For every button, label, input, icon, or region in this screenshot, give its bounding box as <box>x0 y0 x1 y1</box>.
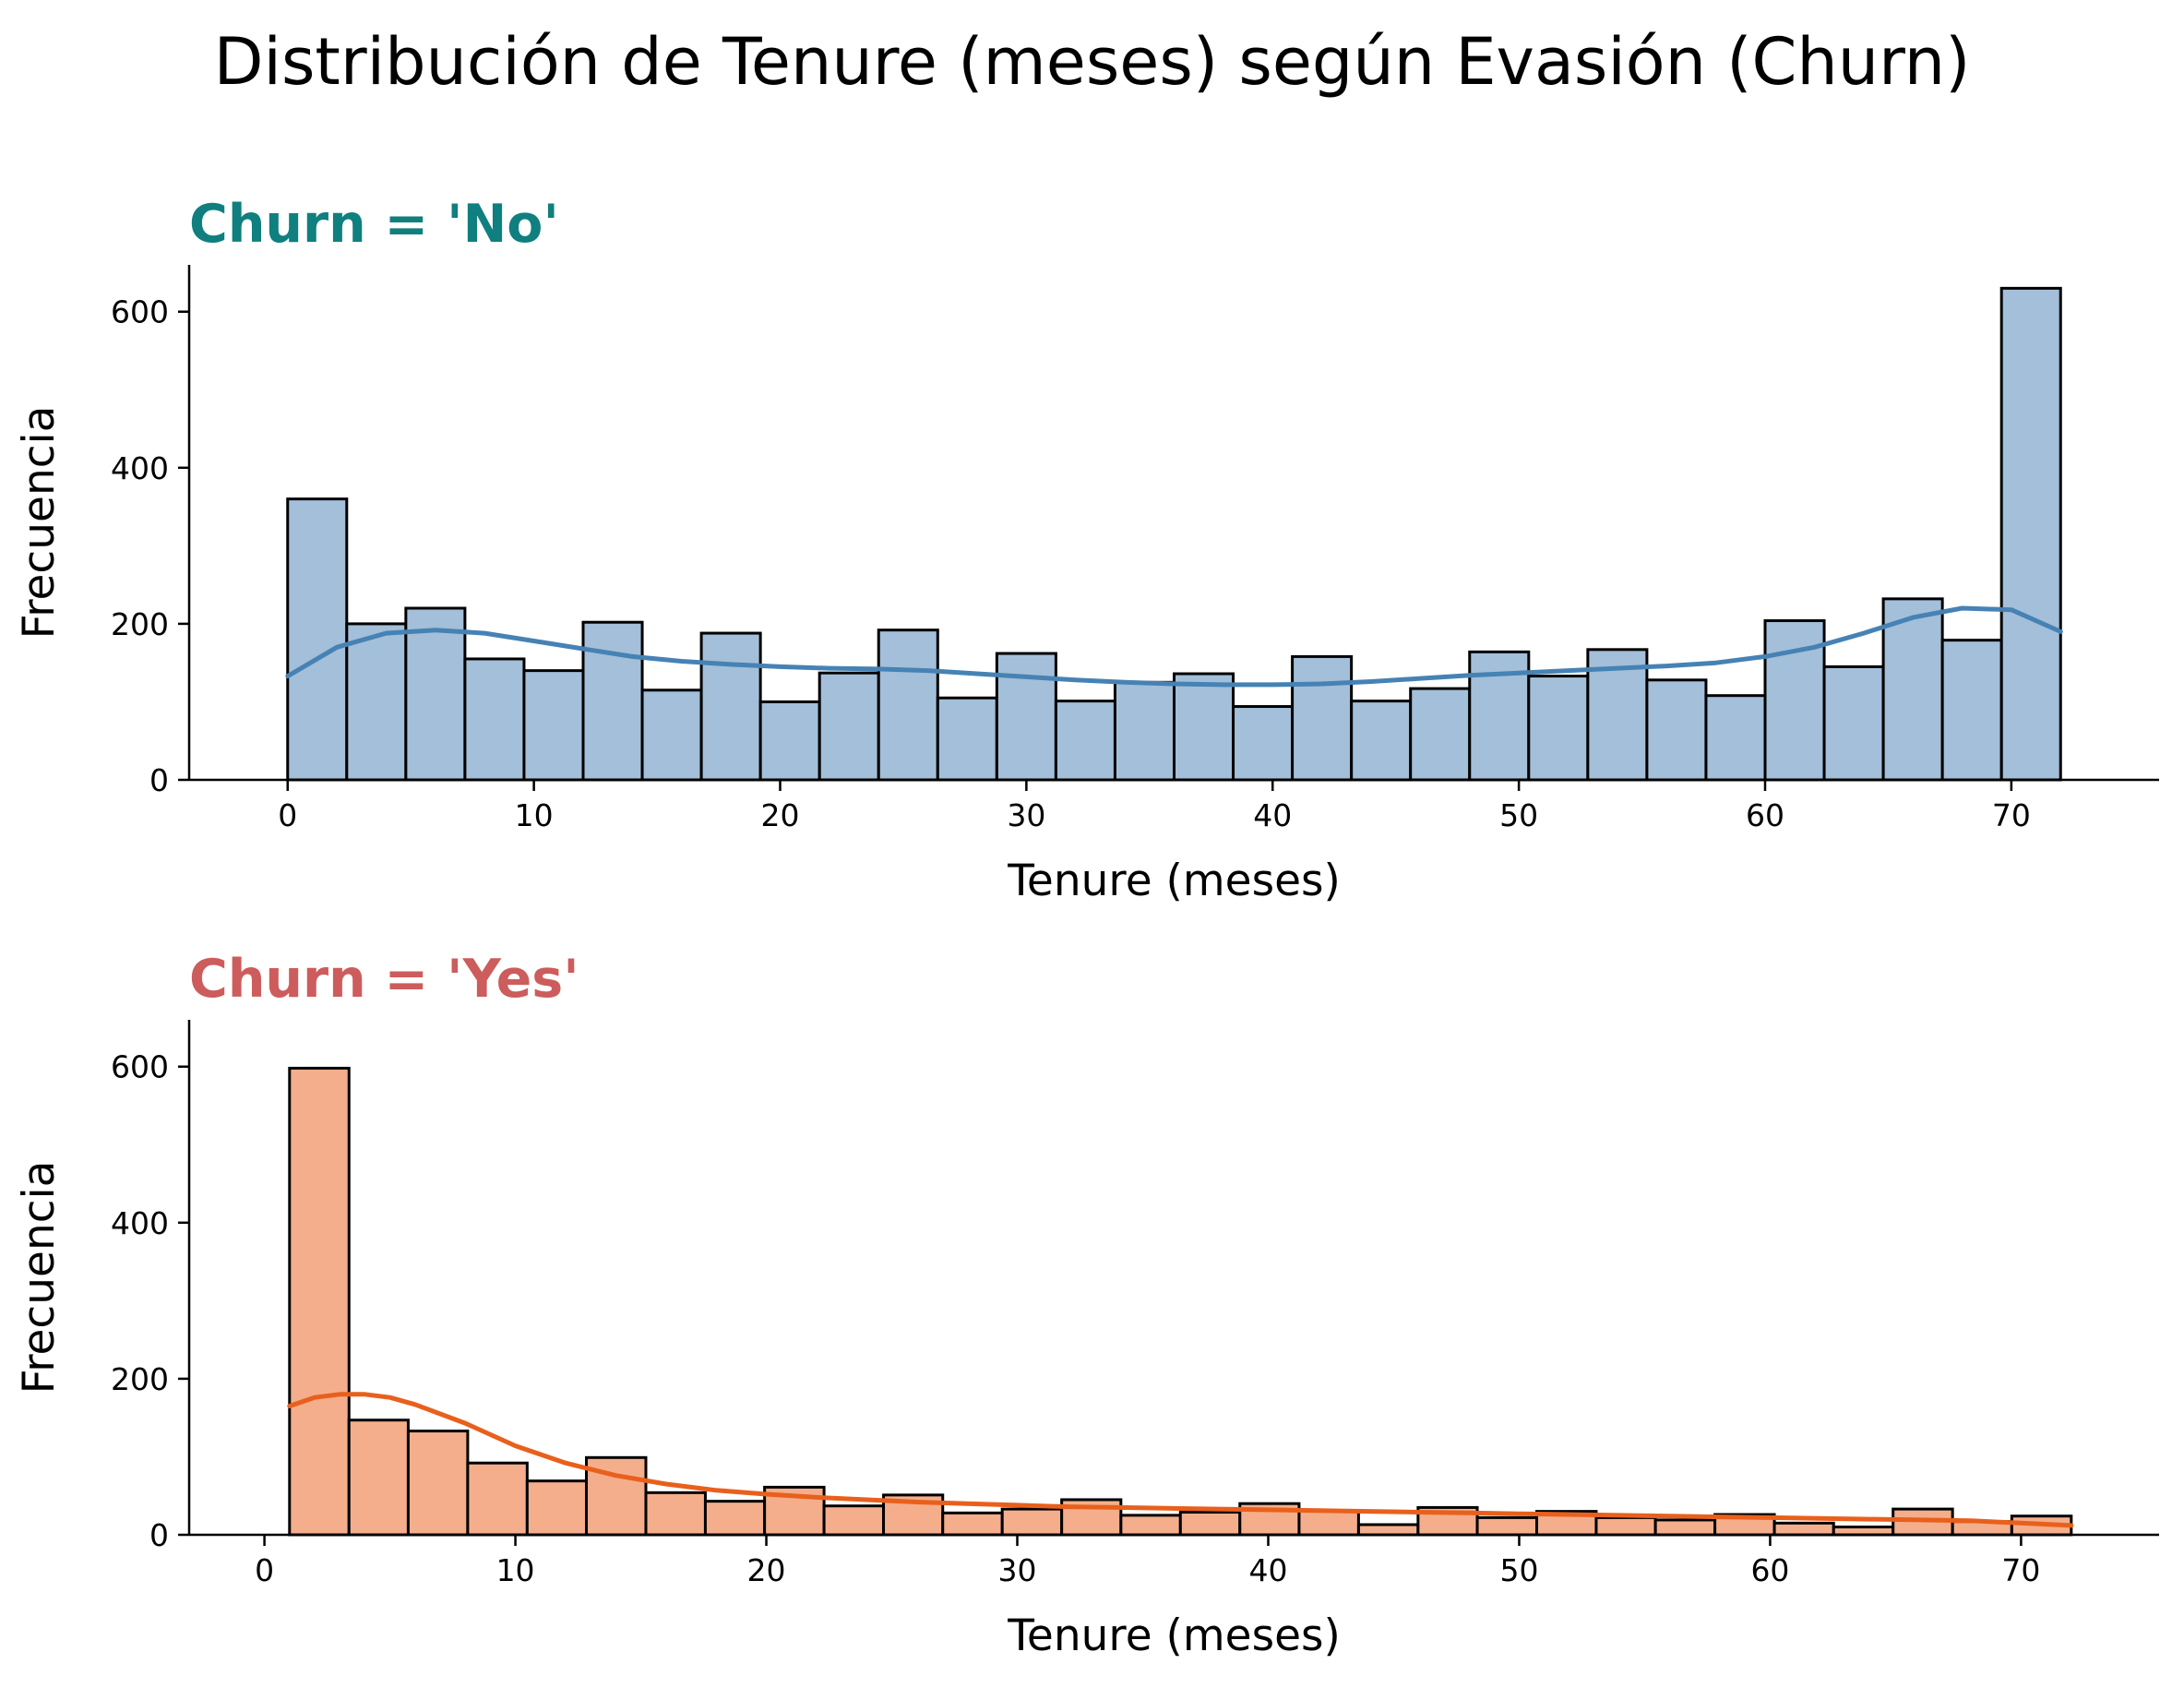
panel-0-bar-16 <box>1232 705 1295 782</box>
panel-0-bar-4 <box>522 669 585 782</box>
panel-0-x-tick-label-10: 10 <box>515 797 554 833</box>
panel-1-bar-9 <box>822 1504 886 1537</box>
panel-0-bar-28 <box>1940 639 2003 782</box>
panel-1-bar-2 <box>406 1430 470 1537</box>
panel-1-x-tick-label-30: 30 <box>998 1552 1037 1588</box>
panel-1-y-axis-label: Frecuencia <box>14 1161 65 1395</box>
panel-1-bar-7 <box>703 1500 767 1537</box>
panel-0-y-tick-label-200: 200 <box>111 606 169 642</box>
panel-0-x-axis-label: Tenure (meses) <box>1007 856 1341 906</box>
panel-1-bar-4 <box>525 1479 589 1537</box>
panel-0-bar-21 <box>1527 675 1590 782</box>
panel-0-bar-5 <box>581 620 644 782</box>
panel-1-bar-26 <box>1832 1526 1895 1537</box>
panel-0-bar-0 <box>286 497 349 782</box>
panel-1-x-tick-label-20: 20 <box>747 1552 786 1588</box>
panel-0-bar-13 <box>1054 700 1116 782</box>
panel-0-bar-22 <box>1586 648 1649 782</box>
panel-0-x-tick-label-60: 60 <box>1746 797 1784 833</box>
panel-1-bar-25 <box>1772 1521 1835 1537</box>
panel-0-bar-14 <box>1113 680 1176 782</box>
panel-0-bar-8 <box>758 700 821 782</box>
panel-1-y-tick-label-200: 200 <box>111 1361 169 1397</box>
panel-0-bar-18 <box>1350 700 1413 782</box>
panel-1-bar-20 <box>1475 1515 1539 1537</box>
panel-0-x-tick-label-20: 20 <box>761 797 800 833</box>
panel-1-y-tick-label-400: 400 <box>111 1205 169 1241</box>
panel-0-x-tick-label-40: 40 <box>1253 797 1292 833</box>
panel-0-bar-27 <box>1881 597 1944 782</box>
panel-0-bar-6 <box>640 688 703 782</box>
panel-1-x-axis-label: Tenure (meses) <box>1007 1610 1341 1661</box>
panel-0-x-tick-label-50: 50 <box>1499 797 1538 833</box>
panel-1-x-tick-label-70: 70 <box>2001 1552 2040 1588</box>
figure-title: Distribución de Tenure (meses) según Eva… <box>213 24 1971 100</box>
panel-0-title: Churn = 'No' <box>189 194 559 255</box>
panel-0-bar-24 <box>1704 694 1767 782</box>
panel-0-bar-23 <box>1645 678 1708 782</box>
panel-1-bar-0 <box>288 1066 351 1537</box>
panel-0-x-tick-label-70: 70 <box>1992 797 2031 833</box>
panel-0-y-tick-label-0: 0 <box>149 762 169 798</box>
panel-0-bar-2 <box>404 606 467 782</box>
panel-1-y-tick-label-600: 600 <box>111 1049 169 1085</box>
panel-0-bar-26 <box>1822 664 1885 782</box>
panel-0-bar-25 <box>1763 619 1826 782</box>
panel-1-x-tick-label-40: 40 <box>1248 1552 1287 1588</box>
panel-1-bar-12 <box>1000 1507 1064 1537</box>
panel-1-bar-3 <box>466 1461 529 1537</box>
panel-0-bar-3 <box>463 657 526 782</box>
panel-1-x-tick-label-10: 10 <box>496 1552 535 1588</box>
panel-0-bar-1 <box>345 622 408 782</box>
panel-0-y-tick-label-600: 600 <box>111 294 169 330</box>
panel-1-bar-1 <box>347 1419 410 1537</box>
panel-0-y-tick-label-400: 400 <box>111 450 169 486</box>
panel-0-bar-7 <box>699 631 762 782</box>
panel-1-x-tick-label-60: 60 <box>1750 1552 1789 1588</box>
panel-1-y-tick-label-0: 0 <box>149 1517 169 1553</box>
panel-0-bar-19 <box>1409 687 1472 782</box>
panel-1-title: Churn = 'Yes' <box>189 949 579 1010</box>
panel-0-bar-17 <box>1291 654 1354 782</box>
panel-1-bar-17 <box>1297 1509 1360 1537</box>
panel-1-x-tick-label-50: 50 <box>1499 1552 1538 1588</box>
panel-1-bar-14 <box>1119 1514 1182 1537</box>
panel-0-bar-11 <box>936 696 998 782</box>
panel-1-bar-23 <box>1653 1518 1717 1537</box>
panel-0-bar-10 <box>877 629 939 782</box>
panel-1-bar-22 <box>1594 1515 1657 1537</box>
panel-0-kde-line <box>285 605 2063 688</box>
panel-0-y-axis-label: Frecuencia <box>14 406 65 640</box>
panel-churn-no: Churn = 'No' 0 10 20 30 40 50 60 70 0 200 400 600 Ten… <box>14 194 2159 906</box>
panel-0-x-tick-label-0: 0 <box>278 797 297 833</box>
panel-1-x-tick-label-0: 0 <box>255 1552 274 1588</box>
panel-1-bar-15 <box>1178 1510 1242 1537</box>
panel-1-bar-11 <box>941 1511 1004 1537</box>
panel-1-kde-line <box>287 1392 2074 1528</box>
panel-0-bar-15 <box>1173 672 1235 782</box>
panel-0-bar-29 <box>1999 286 2062 782</box>
panel-1-bar-18 <box>1356 1523 1420 1537</box>
panel-1-bar-6 <box>644 1490 707 1537</box>
panel-0-bar-12 <box>995 652 1057 782</box>
panel-churn-yes: Churn = 'Yes' 0 10 20 30 40 50 60 70 0 200 400 600 Te… <box>14 949 2159 1661</box>
panel-0-x-tick-label-30: 30 <box>1007 797 1045 833</box>
panel-0-bar-9 <box>818 671 880 782</box>
